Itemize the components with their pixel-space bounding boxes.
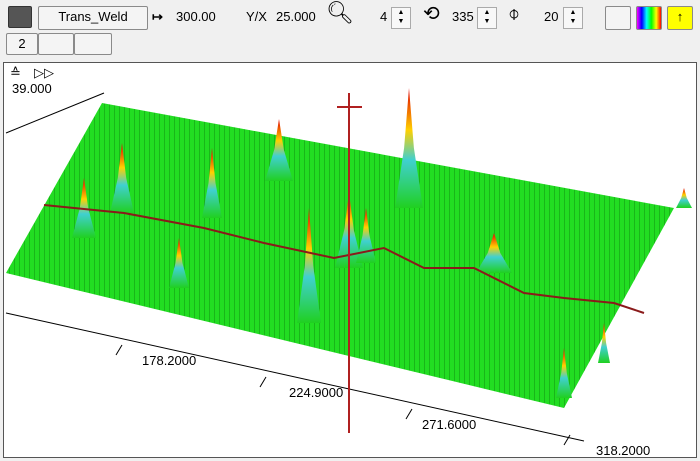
axis-tick xyxy=(563,434,571,446)
peak xyxy=(297,208,321,323)
page-tab[interactable]: 2 xyxy=(6,33,38,55)
peak xyxy=(476,233,512,273)
plot-area: ≙ ▷▷ 39.000 178.2000 224.9000 271.6000 318.… xyxy=(3,62,697,458)
settings-button[interactable] xyxy=(605,6,631,30)
zoom-spinner[interactable]: ▲ ▼ xyxy=(391,7,411,29)
rotate-icon: ⟲ xyxy=(423,3,440,25)
peak xyxy=(169,238,189,288)
tilt-value[interactable]: 20 xyxy=(544,9,559,24)
axis-line xyxy=(5,92,105,134)
profile-button[interactable]: Trans_Weld xyxy=(38,6,148,30)
peak xyxy=(356,208,376,263)
peak xyxy=(676,188,692,208)
axis-label: 318.2000 xyxy=(596,443,650,457)
axis-label: 224.9000 xyxy=(289,385,343,400)
axis-label: 178.2000 xyxy=(142,353,196,368)
peak xyxy=(598,323,610,363)
ratio-value[interactable]: 25.000 xyxy=(276,9,316,24)
rotation-spinner[interactable]: ▲ ▼ xyxy=(477,7,497,29)
export-button[interactable]: ↑ xyxy=(667,6,693,30)
page-tab[interactable] xyxy=(74,33,112,55)
peak xyxy=(265,119,293,181)
length-value: 300.00 xyxy=(176,9,216,24)
collapse-icon[interactable]: ≙ xyxy=(10,65,21,80)
axis-line xyxy=(5,312,585,442)
mode-button[interactable] xyxy=(8,6,32,28)
peak xyxy=(202,148,222,218)
corner-label: 39.000 xyxy=(12,81,52,96)
axis-tick xyxy=(405,408,413,420)
ratio-label: Y/X xyxy=(246,9,267,24)
play-icon[interactable]: ▷▷ xyxy=(34,65,54,80)
tilt-icon: ⌽ xyxy=(508,3,520,25)
axis-label: 271.6000 xyxy=(422,417,476,432)
axis-tick xyxy=(259,376,267,388)
profile-line xyxy=(43,204,645,314)
peak xyxy=(556,348,572,398)
zoom-value[interactable]: 4 xyxy=(380,9,388,24)
rotation-value[interactable]: 335 xyxy=(452,9,474,24)
surface-plot: ≙ ▷▷ 39.000 178.2000 224.9000 271.6000 318.… xyxy=(5,65,692,458)
peak xyxy=(395,88,423,208)
page-tab[interactable] xyxy=(38,33,74,55)
length-icon: ↦ xyxy=(152,9,163,24)
tilt-spinner[interactable]: ▲ ▼ xyxy=(563,7,583,29)
zoom-icon[interactable]: 🔍︎ xyxy=(326,0,354,25)
palette-button[interactable] xyxy=(636,6,662,30)
axis-tick xyxy=(115,344,123,356)
peak xyxy=(110,143,134,213)
